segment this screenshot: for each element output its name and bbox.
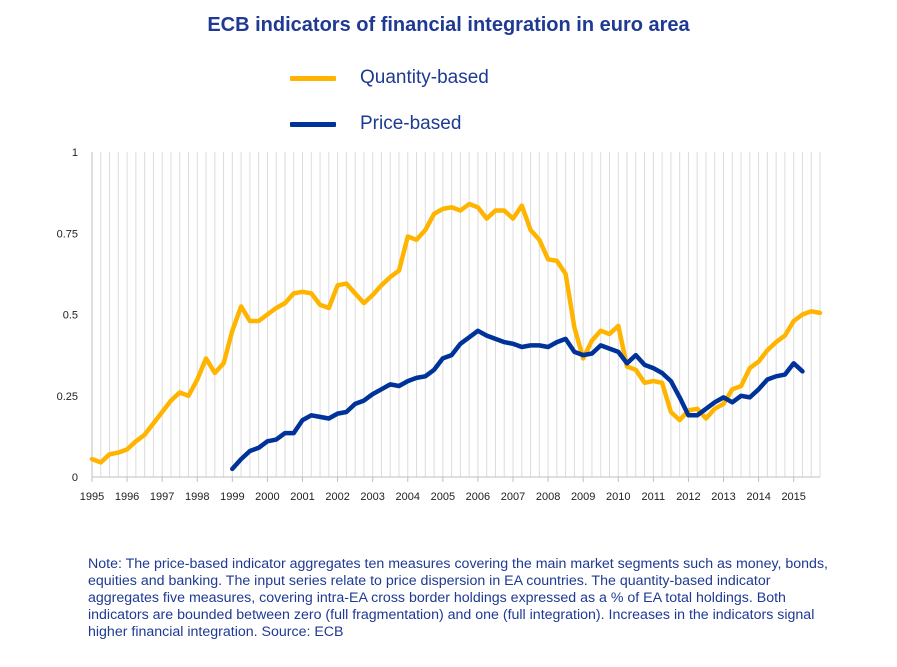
chart-note: Note: The price-based indicator aggregat… (88, 556, 828, 640)
x-tick-label-12: 2007 (501, 491, 525, 503)
legend-swatch-quantity-based (290, 75, 336, 81)
x-tick-label-4: 1999 (220, 491, 244, 503)
x-tick-label-13: 2008 (536, 491, 560, 503)
chart-title: ECB indicators of financial integration … (207, 14, 690, 36)
legend-label-price-based: Price-based (360, 113, 462, 134)
x-tick-label-14: 2009 (571, 491, 595, 503)
legend-swatch-price-based (290, 121, 336, 127)
legend-label-quantity-based: Quantity-based (360, 67, 489, 88)
y-tick-label-4: 1 (72, 147, 78, 159)
x-tick-label-7: 2002 (325, 491, 349, 503)
x-tick-label-6: 2001 (290, 491, 314, 503)
y-tick-label-3: 0.75 (57, 228, 78, 240)
x-tick-label-20: 2015 (781, 491, 805, 503)
x-tick-label-8: 2003 (360, 491, 384, 503)
x-tick-label-9: 2004 (396, 491, 420, 503)
x-tick-label-5: 2000 (255, 491, 279, 503)
x-tick-label-2: 1997 (150, 491, 174, 503)
x-tick-label-11: 2006 (466, 491, 490, 503)
x-tick-label-3: 1998 (185, 491, 209, 503)
x-tick-label-1: 1996 (115, 491, 139, 503)
series-line-quantity-based (89, 201, 823, 465)
x-tick-label-19: 2014 (746, 491, 770, 503)
series-line-price-based (230, 328, 805, 472)
x-tick-label-10: 2005 (431, 491, 455, 503)
x-tick-label-18: 2013 (711, 491, 735, 503)
x-tick-label-17: 2012 (676, 491, 700, 503)
x-tick-label-16: 2011 (642, 491, 666, 503)
x-tick-label-15: 2010 (606, 491, 630, 503)
y-tick-label-1: 0.25 (57, 391, 78, 403)
y-tick-label-2: 0.5 (63, 310, 78, 322)
legend-item-quantity-based: Quantity-based (290, 66, 489, 90)
y-tick-label-0: 0 (72, 472, 78, 484)
x-tick-label-0: 1995 (80, 491, 104, 503)
legend-item-price-based: Price-based (290, 112, 461, 136)
